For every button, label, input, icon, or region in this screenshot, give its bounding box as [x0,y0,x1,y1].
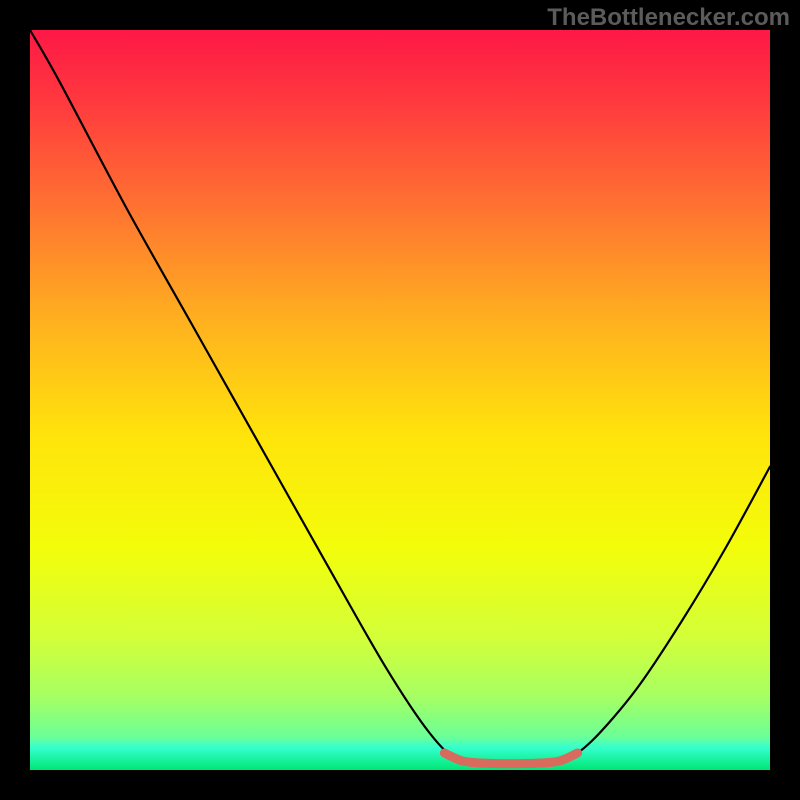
chart-svg [0,0,800,800]
watermark-text: TheBottlenecker.com [547,4,790,32]
chart-plot-area [30,30,770,770]
bottleneck-chart: TheBottlenecker.com [0,0,800,800]
